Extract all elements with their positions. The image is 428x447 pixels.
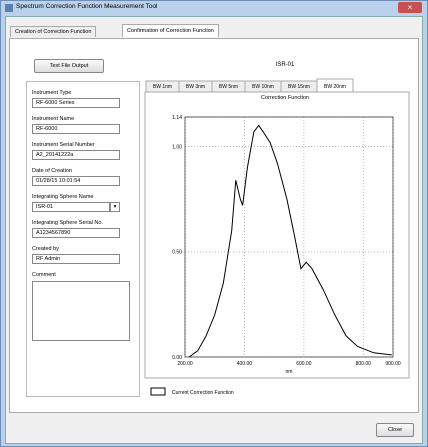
y-tick-label: 1.00 xyxy=(172,144,182,150)
close-button[interactable]: Close xyxy=(376,423,414,437)
y-tick-label: 0.00 xyxy=(172,355,182,361)
x-tick-label: 900.00 xyxy=(385,361,401,367)
x-tick-label: 400.00 xyxy=(237,361,253,367)
x-axis-label: nm xyxy=(286,369,293,375)
tab-active[interactable]: Confirmation of Correction Function xyxy=(122,24,219,37)
bw-tab-label: BW 20nm xyxy=(324,84,346,90)
x-tick-label: 200.00 xyxy=(177,361,193,367)
bw-tab-label: BW 5nm xyxy=(219,84,238,90)
text-file-output[interactable]: Text File Output xyxy=(34,59,104,73)
field-value[interactable]: RF-6000 xyxy=(32,124,120,134)
bw-tab-label: BW 1nm xyxy=(153,84,172,90)
header: ISR-01 xyxy=(276,62,295,68)
tab[interactable]: Creation of Correction Function xyxy=(10,26,97,37)
x-tick-label: 600.00 xyxy=(296,361,312,367)
field-label: Date of Creation xyxy=(32,168,73,174)
data-line xyxy=(188,124,392,358)
field-label: Created by xyxy=(32,246,59,252)
window-title: Spectrum Correction Function Measurement… xyxy=(16,3,158,10)
legend-label: Current Correction Function xyxy=(172,390,234,396)
field-value[interactable]: A2_20141222a xyxy=(32,150,120,160)
comment-label: Comment xyxy=(32,272,56,278)
x-tick-label: 800.00 xyxy=(356,361,372,367)
chart-title: Correction Function xyxy=(261,95,309,101)
y-tick-label: 1.14 xyxy=(172,115,182,121)
dropdown-arrow[interactable]: ▾ xyxy=(110,202,120,212)
chart-area xyxy=(144,91,410,379)
field-value[interactable]: RF Admin xyxy=(32,254,120,264)
field-label: Instrument Serial Number xyxy=(32,142,95,148)
field-label: Integrating Sphere Name xyxy=(32,194,94,200)
close-window[interactable]: × xyxy=(398,2,422,13)
legend-swatch xyxy=(150,387,166,396)
plot-frame xyxy=(184,116,394,358)
field-value[interactable]: A1234567890 xyxy=(32,228,120,238)
field-value[interactable]: ISR-01 xyxy=(32,202,110,212)
app-icon xyxy=(5,4,13,12)
comment-box[interactable] xyxy=(32,281,130,341)
bw-tab[interactable] xyxy=(316,78,354,93)
field-label: Instrument Name xyxy=(32,116,75,122)
info-group: Instrument Type RF-6000 Series Instrument … xyxy=(26,81,140,397)
bw-tab-label: BW 3nm xyxy=(186,84,205,90)
field-value[interactable]: 01/28/15 10:01:54 xyxy=(32,176,120,186)
field-label: Integrating Sphere Serial No. xyxy=(32,220,103,226)
field-label: Instrument Type xyxy=(32,90,72,96)
y-tick-label: 0.50 xyxy=(172,250,182,256)
field-value[interactable]: RF-6000 Series xyxy=(32,98,120,108)
bw-tab-label: BW 10nm xyxy=(252,84,274,90)
bw-tab-label: BW 15nm xyxy=(288,84,310,90)
